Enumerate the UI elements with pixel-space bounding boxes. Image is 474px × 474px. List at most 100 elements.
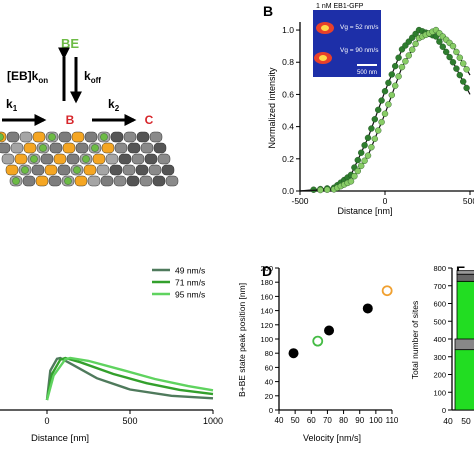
tubulin-subunit [152, 175, 166, 187]
kinetic-scheme: BE [EB]kon koff k1 k2 B C [0, 36, 179, 187]
data-point [443, 48, 450, 56]
tubulin-subunit [165, 175, 179, 187]
panel-letter-d: D [262, 263, 272, 279]
data-point [392, 62, 399, 70]
data-point [402, 58, 409, 65]
scatter-point [324, 325, 335, 336]
y-tick-label: 1.0 [282, 25, 294, 35]
eb-binding-site [82, 155, 90, 163]
y-tick-label: 120 [260, 321, 273, 330]
legend-label: 71 nm/s [175, 278, 205, 288]
tubulin-subunit [53, 153, 67, 165]
x-tick-label: 70 [323, 416, 332, 425]
be-state-label: BE [61, 36, 79, 51]
inset-image: 1 nM EB1-GFP Vg = 52 nm/s Vg = 90 nm/s 5… [313, 3, 381, 77]
y-tick-label: 180 [260, 278, 273, 287]
data-point [375, 127, 382, 134]
data-point [385, 101, 392, 108]
y-axis-label: Normalized intensity [267, 67, 277, 149]
stacked-bar-segment [454, 338, 474, 351]
tubulin-subunit [23, 142, 37, 154]
data-point [368, 125, 375, 132]
x-tick-label: 50 [461, 416, 471, 426]
data-point [453, 65, 460, 72]
tubulin-subunit [100, 175, 114, 187]
data-point [446, 53, 453, 61]
tubulin-subunit [71, 131, 85, 143]
tubulin-subunit [32, 131, 46, 143]
k2-label: k2 [108, 97, 120, 113]
data-point [405, 52, 412, 59]
tubulin-subunit [74, 175, 88, 187]
x-tick-label: 500 [463, 196, 474, 206]
inset-label-bottom: Vg = 90 nm/s [340, 47, 379, 54]
y-tick-label: 500 [433, 317, 446, 326]
panel-letter-b: B [263, 3, 273, 19]
data-point [375, 106, 382, 114]
tubulin-subunit [109, 164, 123, 176]
eb-binding-site [91, 144, 99, 152]
data-point [317, 186, 324, 194]
data-point [453, 48, 460, 56]
x-tick-label: 0 [44, 416, 49, 426]
tubulin-subunit [75, 142, 89, 154]
tubulin-subunit [5, 164, 19, 176]
y-tick-label: 0.8 [282, 57, 294, 67]
data-point [395, 54, 402, 61]
tubulin-subunit [157, 153, 171, 165]
x-tick-label: 500 [122, 416, 137, 426]
data-point [381, 110, 389, 117]
data-point [378, 97, 385, 104]
y-tick-label: 700 [433, 282, 446, 291]
data-point [392, 82, 399, 89]
scatter-point [381, 285, 393, 297]
data-point [381, 88, 389, 95]
y-tick-label: 80 [265, 349, 273, 358]
tubulin-subunit [92, 153, 106, 165]
eb-binding-site [48, 133, 56, 141]
tubulin-subunit [127, 142, 141, 154]
x-tick-label: 50 [291, 416, 300, 425]
tubulin-subunit [139, 175, 153, 187]
x-tick-label: 0 [383, 196, 388, 206]
data-point [398, 63, 406, 71]
tubulin-subunit [96, 164, 110, 176]
tubulin-subunit [83, 164, 97, 176]
data-point [358, 162, 365, 170]
y-tick-label: 60 [265, 363, 273, 372]
tubulin-subunit [22, 175, 36, 187]
data-point [439, 43, 446, 50]
data-point [388, 71, 395, 78]
data-point [436, 38, 443, 45]
x-tick-label: 40 [443, 416, 453, 426]
y-tick-label: 400 [433, 335, 446, 344]
x-axis-label: Distance [nm] [337, 206, 392, 216]
y-tick-label: 0.4 [282, 122, 294, 132]
tubulin-subunit [123, 131, 137, 143]
data-point [324, 186, 331, 193]
data-point [351, 172, 358, 180]
panel-b-chart: 0.0 0.2 0.4 0.6 0.8 1.0 -500 0 500 Distance [nm] N… [267, 22, 474, 216]
y-tick-label: 140 [260, 307, 273, 316]
x-tick-label: 80 [339, 416, 348, 425]
stacked-bar-segment [454, 349, 474, 411]
data-point [354, 156, 361, 164]
y-axis-label: B+BE state peak position [nm] [237, 283, 247, 397]
tubulin-subunit [126, 175, 140, 187]
data-point [449, 59, 457, 66]
kon-label: [EB]kon [7, 69, 48, 85]
tubulin-subunit [135, 164, 149, 176]
inset-scalebar-label: 500 nm [357, 70, 377, 76]
tubulin-subunit [122, 164, 136, 176]
stacked-bar-segment [456, 270, 474, 275]
data-point [347, 178, 355, 185]
y-tick-label: 100 [260, 335, 273, 344]
y-tick-label: 0 [269, 406, 273, 415]
series-line [45, 356, 214, 401]
panel-d-chart: 0 20 40 60 80 100 120 140 160 180 200 40 50 60 70 80 90 1… [237, 264, 399, 443]
x-tick-label: 100 [369, 416, 383, 425]
tubulin-subunit [49, 142, 63, 154]
eb-binding-site [12, 177, 20, 185]
tubulin-subunit [161, 164, 175, 176]
